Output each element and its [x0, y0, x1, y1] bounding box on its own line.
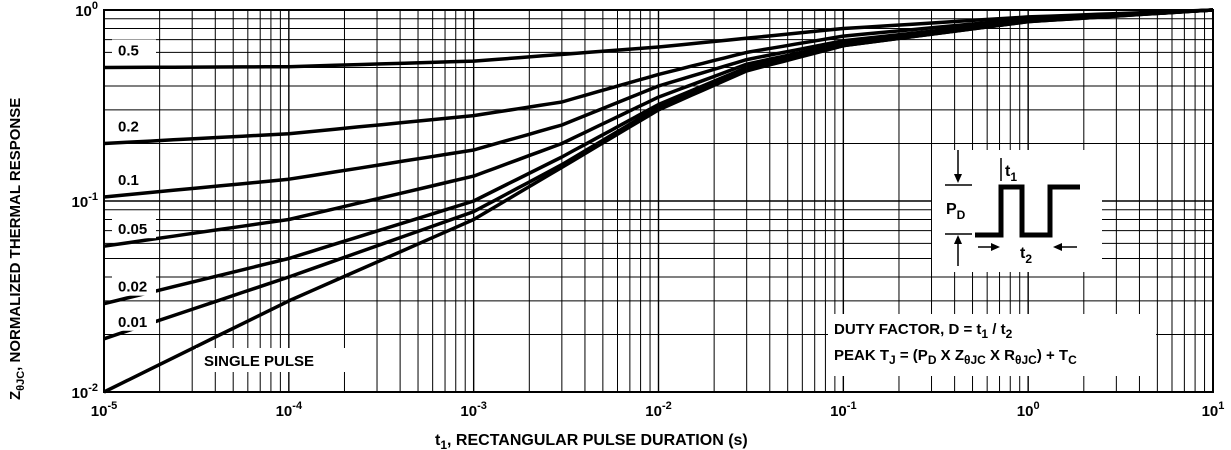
y-axis-title-rest: , NORMALIZED THERMAL RESPONSE [7, 98, 24, 371]
peak-tj-text: PEAK T [834, 347, 889, 364]
curve-label-bg [112, 275, 156, 296]
peak-tj-sub-d: D [928, 353, 937, 367]
pulse-waveform [975, 184, 1080, 238]
pd-label: PD [946, 201, 966, 222]
peak-tj-text-3: X Z [936, 347, 964, 364]
t1-label-main: t [1005, 163, 1011, 180]
curve-label-bg [112, 168, 156, 189]
x-tick-labels: 10-5 10-4 10-3 10-2 10-1 100 101 [91, 400, 1225, 420]
peak-tj-sub-theta1: θJC [964, 353, 986, 367]
chart-curves [103, 8, 1214, 394]
peak-tj-text-2: = (P [896, 347, 928, 364]
series-line-1 [103, 8, 1214, 146]
t2-label-main: t [1020, 245, 1026, 262]
y-tick-label: 10-2 [72, 382, 98, 402]
x-axis-title: t1, RECTANGULAR PULSE DURATION (s) [435, 432, 748, 450]
t2-right-arrowhead [1053, 243, 1062, 251]
peak-tj-sub-c: C [1068, 353, 1077, 367]
x-axis-title-main: t [435, 432, 441, 449]
curve-label-5: 0.01 [118, 314, 147, 331]
duty-factor-line: DUTY FACTOR, D = t1 / t2 [834, 321, 1013, 341]
curve-label-1: 0.2 [118, 119, 139, 136]
y-axis-title: ZθJC, NORMALIZED THERMAL RESPONSE [7, 98, 27, 400]
x-axis-title-rest: , RECTANGULAR PULSE DURATION (s) [447, 432, 748, 449]
pd-label-sub: D [957, 208, 966, 222]
duty-factor-text-2: / t [988, 321, 1006, 338]
y-tick-labels: 100 10-1 10-2 [72, 0, 98, 402]
x-tick-label: 10-3 [460, 400, 486, 420]
curve-label-4: 0.02 [118, 279, 147, 296]
x-tick-label: 100 [1017, 400, 1040, 420]
t1-label: t1 [1005, 163, 1017, 184]
peak-tj-text-4: X R [986, 347, 1015, 364]
duty-factor-sub-2: 2 [1006, 327, 1013, 341]
t2-label: t2 [1020, 245, 1032, 266]
peak-tj-text-5: ) + T [1037, 347, 1068, 364]
duty-factor-formula: DUTY FACTOR, D = t1 / t2 PEAK TJ = (PD X… [828, 314, 1156, 376]
curve-label-bg [112, 310, 156, 331]
x-tick-label: 10-2 [645, 400, 671, 420]
t1-label-sub: 1 [1010, 170, 1017, 184]
pd-label-main: P [946, 201, 957, 218]
series-line-6 [103, 8, 1214, 394]
curve-label-2: 0.1 [118, 172, 139, 189]
y-axis-title-main: Z [7, 391, 24, 400]
curve-label-bg [112, 39, 156, 60]
x-tick-label: 10-5 [91, 400, 117, 420]
x-tick-label: 10-4 [276, 400, 303, 420]
curve-label-bg [112, 115, 156, 136]
peak-tj-sub-j: J [889, 353, 896, 367]
curve-labels: 0.5 0.2 0.1 0.05 0.02 0.01 [112, 39, 156, 331]
curve-label-3: 0.05 [118, 221, 147, 238]
single-pulse-label: SINGLE PULSE [204, 353, 314, 370]
curve-label-bg [112, 218, 156, 239]
duty-factor-text: DUTY FACTOR, D = t [834, 321, 981, 338]
series-line-0 [103, 8, 1214, 70]
t2-label-sub: 2 [1025, 252, 1032, 266]
x-tick-label: 101 [1202, 400, 1225, 420]
duty-factor-sub-1: 1 [981, 327, 988, 341]
pulse-diagram-inset: PD t1 t2 [932, 150, 1102, 272]
plot-frame [103, 9, 1214, 393]
x-tick-label: 10-1 [830, 400, 856, 420]
peak-tj-line: PEAK TJ = (PD X ZθJC X RθJC) + TC [834, 347, 1077, 367]
single-pulse-label-box: SINGLE PULSE [196, 348, 346, 372]
y-tick-label: 10-1 [72, 191, 98, 211]
y-axis-title-sub: θJC [15, 371, 27, 391]
x-axis-title-sub: 1 [440, 438, 447, 450]
curve-label-0: 0.5 [118, 42, 139, 59]
peak-tj-sub-theta2: θJC [1015, 353, 1037, 367]
pd-bottom-arrowhead [954, 235, 962, 244]
pd-top-arrowhead [954, 174, 962, 183]
t2-left-arrowhead [991, 243, 1000, 251]
y-tick-label: 100 [75, 0, 98, 20]
